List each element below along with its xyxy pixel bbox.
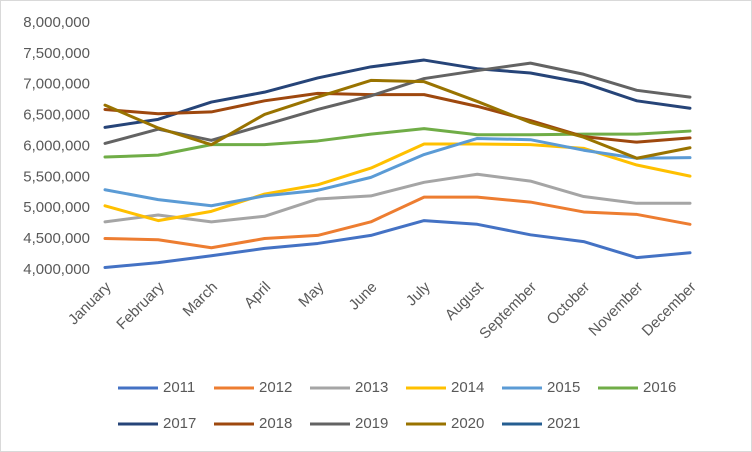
series-line	[103, 58, 692, 129]
series-line	[103, 78, 692, 160]
y-tick-label: 6,500,000	[23, 107, 90, 124]
legend-label: 2014	[451, 379, 484, 396]
y-tick-label: 8,000,000	[23, 14, 90, 31]
series-line	[103, 61, 692, 145]
series-line	[103, 127, 692, 159]
series-line	[103, 195, 692, 250]
y-tick-label: 4,500,000	[23, 230, 90, 247]
y-tick-label: 7,000,000	[23, 76, 90, 93]
legend-label: 2021	[547, 415, 580, 432]
y-tick-label: 4,000,000	[23, 261, 90, 278]
y-tick-label: 6,000,000	[23, 137, 90, 154]
legend-label: 2012	[259, 379, 292, 396]
series-line	[103, 219, 692, 270]
series-line	[103, 136, 692, 208]
legend-label: 2015	[547, 379, 580, 396]
y-tick-label: 5,500,000	[23, 168, 90, 185]
y-tick-label: 5,000,000	[23, 199, 90, 216]
legend-label: 2016	[643, 379, 676, 396]
series-line	[103, 172, 692, 224]
legend-label: 2019	[355, 415, 388, 432]
legend-label: 2011	[163, 379, 195, 396]
y-tick-label: 7,500,000	[23, 45, 90, 62]
legend-label: 2020	[451, 415, 484, 432]
legend-label: 2018	[259, 415, 292, 432]
legend-label: 2017	[163, 415, 196, 432]
series-line	[103, 91, 692, 144]
legend-label: 2013	[355, 379, 388, 396]
